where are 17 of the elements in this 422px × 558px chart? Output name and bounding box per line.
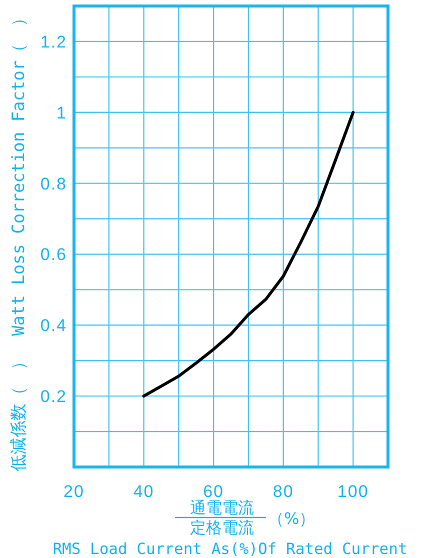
y-tick-label: 1	[56, 103, 67, 122]
y-tick-label: 0.2	[40, 387, 67, 406]
x-tick-label: 20	[64, 482, 84, 501]
y-tick-label: 0.4	[40, 316, 67, 336]
y-axis-title: 低減係数（ ） Watt Loss Correction Factor（ ）	[9, 8, 29, 472]
y-tick-label: 1.2	[40, 32, 67, 52]
x-tick-label: 60	[203, 482, 224, 501]
x-tick-label: 100	[337, 482, 369, 501]
y-tick-label: 0.6	[40, 245, 67, 264]
text: 定格電流	[190, 518, 254, 537]
x-tick-label: 40	[133, 482, 154, 501]
text: 通電電流	[190, 498, 254, 517]
x-axis-title: RMS Load Current As(%)Of Rated Current	[52, 540, 408, 558]
x-tick-label: 80	[272, 482, 294, 501]
y-tick-label: 0.8	[40, 174, 67, 194]
text: （%）	[268, 509, 316, 528]
line-series	[142, 110, 355, 398]
